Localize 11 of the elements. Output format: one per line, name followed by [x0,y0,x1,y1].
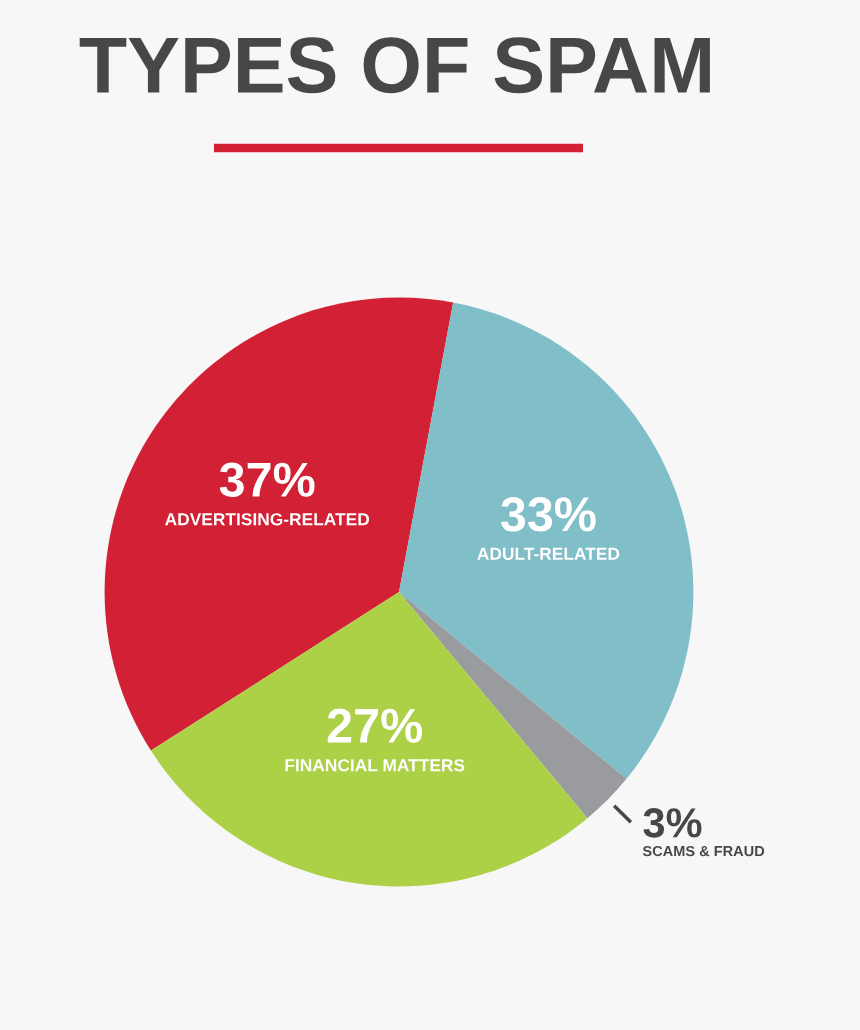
slice-label: SCAMS & FRAUD [642,845,765,857]
slice-label: FINANCIAL MATTERS [285,759,465,772]
slice-label: ADULT-RELATED [477,547,620,560]
pie-slice [104,297,454,751]
chart-title: TYPES OF SPAM [79,37,710,94]
data-label: 37% [219,462,315,498]
slice-label: ADVERTISING-RELATED [165,513,370,526]
data-label: 27% [327,708,423,743]
pie-slice [150,592,588,887]
data-label: 3% [643,808,702,838]
data-label: 33% [500,497,596,532]
